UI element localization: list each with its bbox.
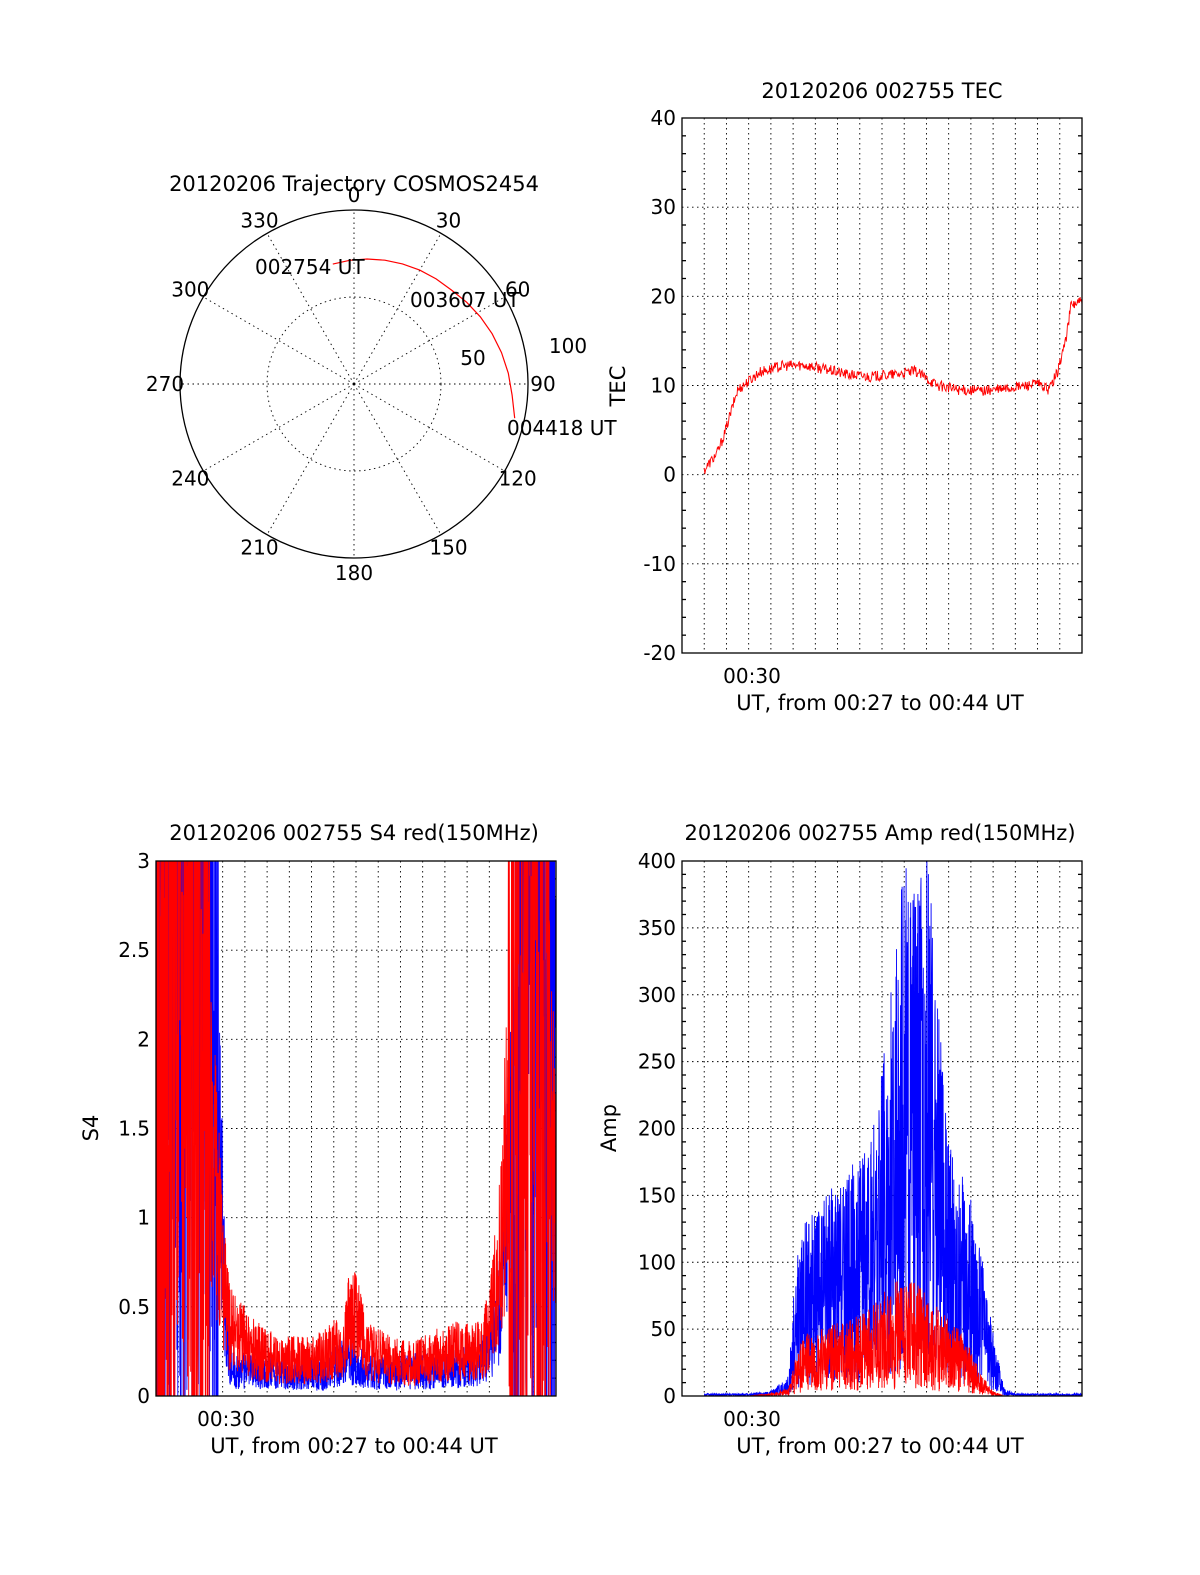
polar-azimuth-label: 300	[171, 278, 209, 302]
amp-x-tick-label: 00:30	[723, 1407, 781, 1431]
y-tick-label: 1.5	[118, 1117, 150, 1141]
plot-frame	[681, 117, 1083, 654]
polar-trajectory-series	[332, 258, 516, 419]
polar-azimuth-label: 240	[171, 467, 209, 491]
polar-spoke	[266, 233, 355, 385]
y-tick-label: 1	[137, 1206, 150, 1230]
y-tick-label: 30	[651, 195, 676, 219]
polar-azimuth-label: 60	[505, 278, 530, 302]
polar-azimuth-labels: 0 30 60 90 120 150 180 210 240 270 300 330	[146, 183, 556, 585]
polar-spoke	[353, 296, 505, 385]
y-tick-label: 2	[137, 1027, 150, 1051]
y-tick-label: 400	[638, 849, 676, 873]
tec-y-axis-label: TEC	[606, 366, 630, 408]
polar-azimuth-label: 270	[146, 372, 184, 396]
trajectory-mid-annotation: 003607 UT	[410, 288, 520, 312]
tec-panel: 20120206 002755 TEC -20 -10 0 10 20 30 40 00:3…	[606, 79, 1083, 715]
polar-azimuth-label: 330	[240, 208, 278, 232]
red-series-line	[704, 1281, 1082, 1396]
amp-x-axis-label: UT, from 00:27 to 00:44 UT	[736, 1434, 1024, 1458]
s4-x-axis-label: UT, from 00:27 to 00:44 UT	[210, 1434, 498, 1458]
polar-radial-label-50: 50	[460, 346, 485, 370]
tec-title: 20120206 002755 TEC	[761, 79, 1002, 103]
y-tick-label: 350	[638, 916, 676, 940]
polar-spoke	[353, 383, 442, 535]
y-tick-label: 0	[663, 1384, 676, 1408]
polar-azimuth-label: 180	[335, 561, 373, 585]
s4-title: 20120206 002755 S4 red(150MHz)	[169, 821, 539, 845]
polar-spoke	[266, 383, 355, 535]
y-tick-label: 100	[638, 1250, 676, 1274]
y-tick-label: 0	[663, 463, 676, 487]
tec-x-tick-label: 00:30	[723, 664, 781, 688]
polar-grid	[179, 209, 529, 559]
s4-x-tick-label: 00:30	[197, 1407, 255, 1431]
polar-azimuth-label: 210	[240, 536, 278, 560]
polar-outer-ring	[179, 209, 529, 559]
polar-spoke	[203, 296, 355, 385]
polar-azimuth-label: 150	[429, 536, 467, 560]
y-tick-label: 2.5	[118, 938, 150, 962]
polar-azimuth-label: 0	[348, 183, 361, 207]
red-series-line	[156, 861, 556, 1396]
y-tick-label: 40	[651, 106, 676, 130]
s4-panel: 20120206 002755 S4 red(150MHz) 0 0.5 1 1.5 2…	[79, 821, 557, 1458]
s4-plot-area: 0 0.5 1 1.5 2 2.5 3	[118, 849, 557, 1408]
y-tick-label: 3	[137, 849, 150, 873]
y-tick-label: 150	[638, 1183, 676, 1207]
polar-azimuth-label: 30	[436, 208, 461, 232]
amp-panel: 20120206 002755 Amp red(150MHz) 0 50 100 15…	[597, 821, 1083, 1458]
y-tick-label: 0.5	[118, 1295, 150, 1319]
trajectory-end-annotation: 004418 UT	[507, 416, 617, 440]
y-tick-label: -20	[643, 641, 676, 665]
polar-ring-50	[266, 296, 442, 472]
y-tick-label: 250	[638, 1050, 676, 1074]
tec-plot-area: -20 -10 0 10 20 30 40	[643, 106, 1083, 665]
y-tick-label: 10	[651, 374, 676, 398]
amp-plot-area: 0 50 100 150 200 250 300 350 400	[638, 849, 1083, 1408]
tec-x-axis-label: UT, from 00:27 to 00:44 UT	[736, 691, 1024, 715]
polar-spoke	[353, 383, 505, 472]
amp-y-axis-label: Amp	[597, 1104, 621, 1152]
plot-frame	[681, 860, 1083, 1397]
y-tick-label: -10	[643, 552, 676, 576]
polar-radial-label-100: 100	[549, 334, 587, 358]
polar-azimuth-label: 120	[499, 467, 537, 491]
plot-frame	[155, 860, 557, 1397]
amp-title: 20120206 002755 Amp red(150MHz)	[684, 821, 1075, 845]
s4-y-axis-label: S4	[79, 1115, 103, 1142]
trajectory-series-line	[332, 258, 516, 419]
y-tick-label: 20	[651, 284, 676, 308]
polar-spoke	[353, 233, 442, 385]
polar-trajectory-panel: 20120206 Trajectory COSMOS2454 0 30 60 90 12…	[146, 172, 617, 585]
y-tick-label: 200	[638, 1117, 676, 1141]
red-series-line	[703, 297, 1082, 475]
y-tick-label: 0	[137, 1384, 150, 1408]
blue-series-line	[703, 861, 1082, 1396]
polar-azimuth-label: 90	[530, 372, 555, 396]
y-tick-label: 50	[651, 1317, 676, 1341]
polar-spoke	[203, 383, 355, 472]
trajectory-start-annotation: 002754 UT	[255, 255, 365, 279]
y-tick-label: 300	[638, 983, 676, 1007]
polar-title: 20120206 Trajectory COSMOS2454	[169, 172, 539, 196]
